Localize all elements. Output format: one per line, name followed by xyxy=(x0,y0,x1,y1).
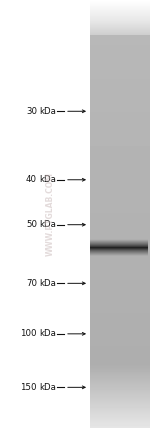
Text: 70: 70 xyxy=(26,279,37,288)
Text: kDa: kDa xyxy=(39,383,56,392)
Text: 40: 40 xyxy=(26,175,37,184)
Text: kDa: kDa xyxy=(39,220,56,229)
Text: WWW.PTGLAB.COM: WWW.PTGLAB.COM xyxy=(45,172,54,256)
Text: 150: 150 xyxy=(21,383,37,392)
Text: kDa: kDa xyxy=(39,279,56,288)
Text: 100: 100 xyxy=(21,329,37,339)
Text: kDa: kDa xyxy=(39,107,56,116)
Text: kDa: kDa xyxy=(39,329,56,339)
Text: kDa: kDa xyxy=(39,175,56,184)
Text: 50: 50 xyxy=(26,220,37,229)
Text: 30: 30 xyxy=(26,107,37,116)
